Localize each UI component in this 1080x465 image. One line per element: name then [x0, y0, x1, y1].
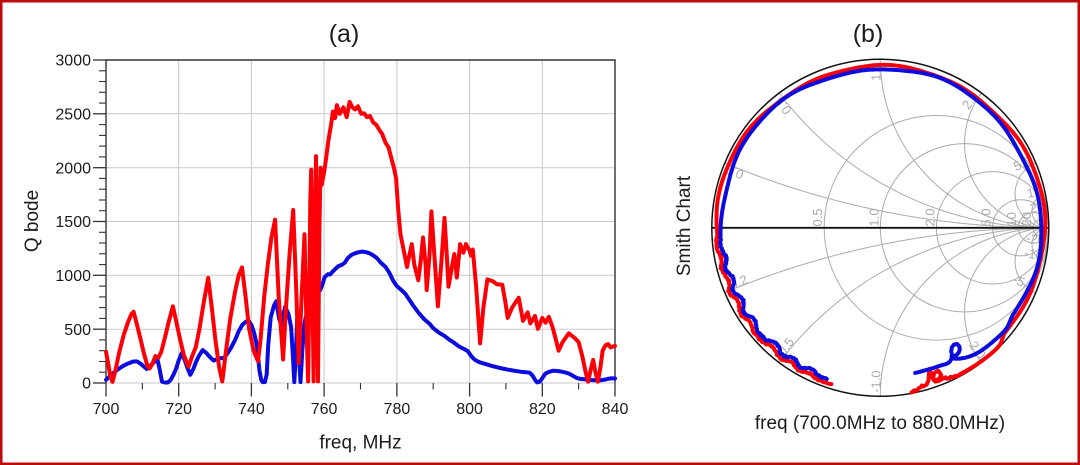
svg-text:10: 10	[1004, 212, 1019, 226]
svg-text:760: 760	[311, 401, 338, 418]
svg-text:2.0: 2.0	[923, 208, 938, 226]
svg-text:2000: 2000	[55, 160, 91, 177]
svg-text:740: 740	[238, 401, 265, 418]
svg-text:0: 0	[82, 376, 91, 393]
svg-text:2500: 2500	[55, 107, 91, 124]
svg-text:0.5: 0.5	[810, 208, 825, 226]
svg-text:Q bode: Q bode	[22, 190, 43, 252]
svg-text:Smith Chart: Smith Chart	[674, 175, 695, 276]
svg-text:freq (700.0MHz to 880.0MHz): freq (700.0MHz to 880.0MHz)	[755, 413, 1005, 434]
svg-text:820: 820	[529, 401, 556, 418]
svg-text:freq, MHz: freq, MHz	[319, 433, 401, 454]
svg-text:-1.0: -1.0	[868, 370, 883, 392]
svg-text:20: 20	[1019, 212, 1034, 226]
svg-text:800: 800	[456, 401, 483, 418]
svg-text:(a): (a)	[329, 20, 360, 48]
svg-text:780: 780	[384, 401, 411, 418]
svg-text:1500: 1500	[55, 214, 91, 231]
svg-text:1.0: 1.0	[866, 208, 881, 226]
svg-text:500: 500	[64, 322, 91, 339]
svg-text:3000: 3000	[55, 53, 91, 70]
svg-text:(b): (b)	[853, 20, 884, 48]
svg-text:700: 700	[93, 401, 120, 418]
svg-text:840: 840	[602, 401, 629, 418]
svg-text:5.0: 5.0	[979, 208, 994, 226]
svg-text:720: 720	[165, 401, 192, 418]
svg-text:1000: 1000	[55, 268, 91, 285]
